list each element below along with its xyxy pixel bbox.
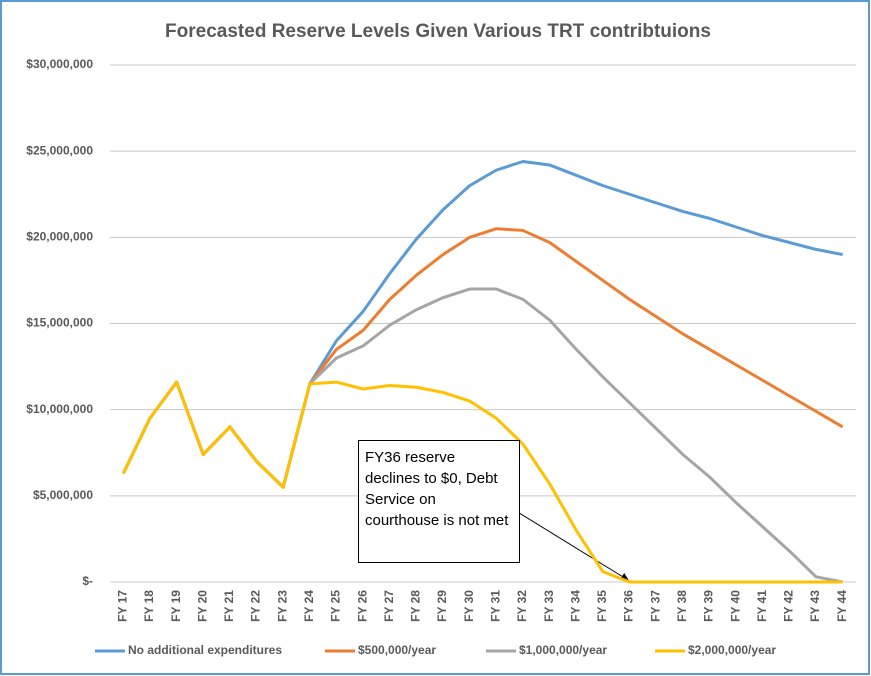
x-tick-label: FY 31 <box>488 590 502 622</box>
x-tick-label: FY 43 <box>808 590 822 622</box>
y-tick-label: $25,000,000 <box>26 143 93 157</box>
x-tick-label: FY 40 <box>728 590 742 622</box>
legend-label: $1,000,000/year <box>519 643 607 657</box>
y-tick-label: $5,000,000 <box>33 488 93 502</box>
series-line <box>121 380 843 584</box>
x-tick-label: FY 29 <box>435 590 449 622</box>
x-tick-label: FY 28 <box>409 590 423 622</box>
legend-label: No additional expenditures <box>128 643 282 657</box>
x-tick-label: FY 22 <box>249 590 263 622</box>
x-tick-label: FY 41 <box>755 590 769 622</box>
x-tick-label: FY 36 <box>622 590 636 622</box>
x-tick-label: FY 20 <box>195 590 209 622</box>
x-tick-label: FY 44 <box>835 590 849 622</box>
x-tick-label: FY 33 <box>542 590 556 622</box>
x-tick-label: FY 38 <box>675 590 689 622</box>
x-tick-label: FY 25 <box>329 590 343 622</box>
x-tick-label: FY 35 <box>595 590 609 622</box>
x-tick-label: FY 23 <box>275 590 289 622</box>
y-tick-label: $30,000,000 <box>26 57 93 71</box>
legend-label: $2,000,000/year <box>688 643 776 657</box>
x-tick-label: FY 42 <box>782 590 796 622</box>
x-tick-label: FY 34 <box>568 590 582 622</box>
x-tick-label: FY 21 <box>222 590 236 622</box>
annotation: FY36 reserve declines to $0, Debt Servic… <box>358 440 520 563</box>
x-tick-label: FY 27 <box>382 590 396 622</box>
x-tick-label: FY 39 <box>702 590 716 622</box>
x-tick-label: FY 32 <box>515 590 529 622</box>
y-tick-label: $15,000,000 <box>26 316 93 330</box>
y-tick-label: $20,000,000 <box>26 230 93 244</box>
legend-label: $500,000/year <box>358 643 436 657</box>
x-tick-label: FY 30 <box>462 590 476 622</box>
x-tick-label: FY 37 <box>648 590 662 622</box>
x-tick-label: FY 17 <box>115 590 129 622</box>
y-tick-label: $10,000,000 <box>26 402 93 416</box>
x-tick-label: FY 24 <box>302 590 316 622</box>
x-tick-label: FY 26 <box>355 590 369 622</box>
y-tick-label: $- <box>82 574 93 588</box>
x-tick-label: FY 18 <box>142 590 156 622</box>
x-tick-label: FY 19 <box>169 590 183 622</box>
chart-title: Forecasted Reserve Levels Given Various … <box>165 21 711 42</box>
